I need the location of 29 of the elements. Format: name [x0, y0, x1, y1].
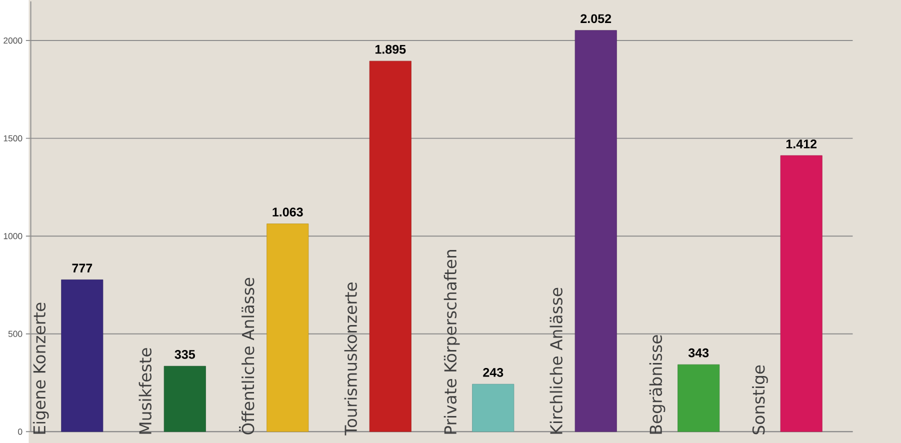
data-label: 2.052 — [580, 14, 612, 23]
data-label: 243 — [483, 368, 504, 377]
y-tick-label: 0 — [18, 428, 22, 435]
data-label: 1.895 — [375, 44, 406, 54]
x-tick-label: Tourismuskonzerte — [344, 282, 357, 436]
x-tick-label: Kirchliche Anlässe — [550, 288, 562, 434]
x-tick-label: Öffentliche Anlässe — [239, 278, 254, 434]
bar — [574, 30, 617, 432]
x-tick-label: Private Körperschaften — [444, 250, 460, 434]
x-tick-label: Sonstige — [752, 365, 768, 434]
bar — [780, 155, 822, 432]
bar — [472, 384, 514, 432]
bar — [164, 366, 206, 432]
y-tick-label: 1000 — [4, 232, 22, 239]
y-tick-label: 1500 — [4, 135, 22, 142]
bar — [266, 223, 309, 432]
bar — [61, 279, 104, 432]
x-tick-label: Eigene Konzerte — [32, 302, 49, 434]
data-label: 343 — [688, 348, 709, 358]
bar — [678, 364, 720, 432]
bar — [369, 60, 412, 432]
data-label: 1.412 — [786, 139, 817, 148]
data-label: 1.063 — [272, 207, 303, 216]
data-label: 335 — [174, 350, 196, 359]
y-tick-label: 500 — [8, 330, 22, 337]
data-label: 777 — [72, 264, 92, 272]
x-tick-label: Begräbnisse — [649, 334, 666, 434]
x-tick-label: Musikfeste — [138, 348, 152, 434]
y-tick-label: 2000 — [4, 37, 22, 44]
